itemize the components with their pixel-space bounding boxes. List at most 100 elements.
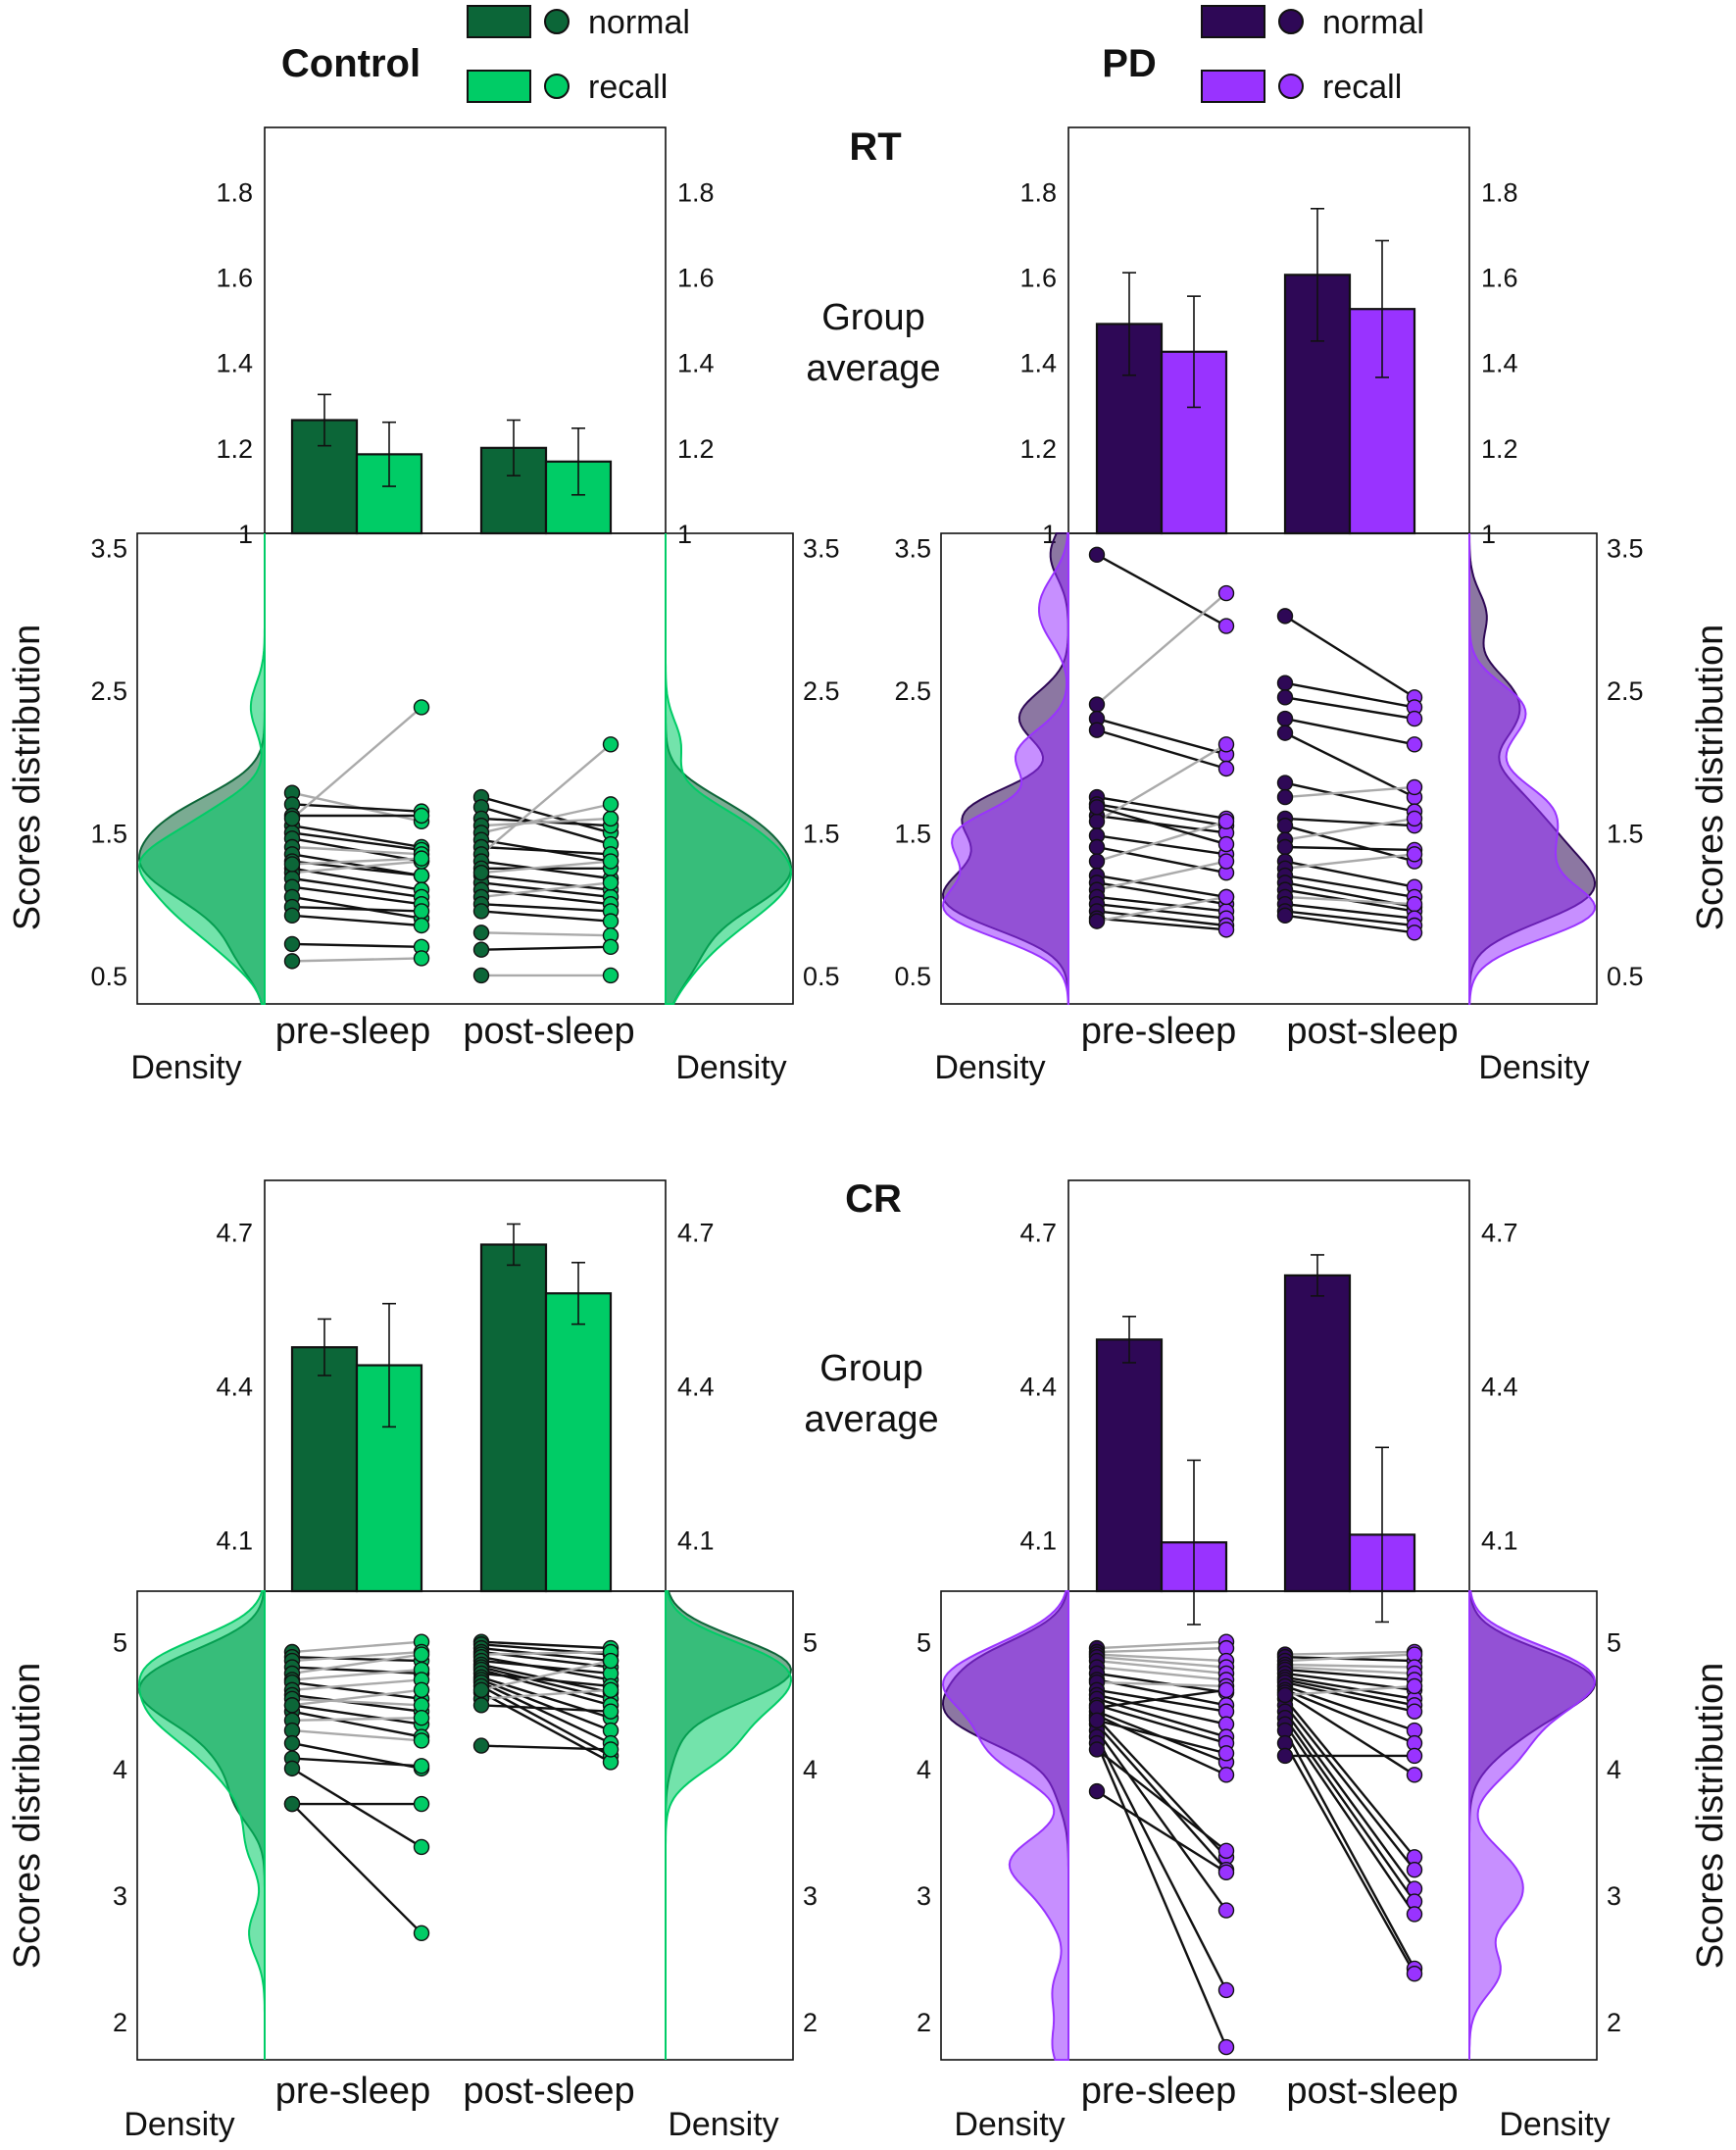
paired-line-rt-control-post-sleep-0 (480, 795, 612, 834)
point-cr-pd-pre-sleep-recall-19 (1217, 2038, 1235, 2056)
density-label-rt-control-right: Density (675, 1049, 786, 1086)
dist-ytick-right-cr-pd: 2 (1607, 2008, 1621, 2037)
point-cr-pd-pre-sleep-recall-23 (1217, 1745, 1235, 1762)
dist-ytick-left-cr-control: 2 (113, 2008, 127, 2037)
paired-line-cr-pd-post-sleep-3 (1284, 1663, 1415, 1669)
bar-ytick-left-cr-control: 4.4 (216, 1373, 253, 1402)
bar-ytick-right-rt-pd: 1.4 (1481, 349, 1518, 378)
paired-line-rt-pd-post-sleep-11 (1284, 853, 1415, 871)
density-curve-cr-pd-post-recall (1468, 1590, 1597, 2060)
legend-marker-control-normal (544, 9, 570, 34)
paired-line-cr-control-post-sleep-18 (480, 1744, 612, 1751)
category-label-rt-pd-post-sleep: post-sleep (1286, 1011, 1458, 1052)
bar-ytick-right-rt-control: 1.6 (677, 264, 715, 293)
point-rt-control-post-sleep-normal-17 (472, 941, 490, 958)
dist-ytick-right-rt-pd: 0.5 (1607, 962, 1644, 991)
bar-ytick-right-cr-pd: 4.1 (1481, 1526, 1518, 1556)
paired-line-cr-pd-post-sleep-1 (1284, 1655, 1415, 1663)
panel-title-rt: RT (849, 125, 901, 169)
point-rt-pd-pre-sleep-normal-18 (1088, 913, 1106, 929)
bar-ytick-left-cr-pd: 4.1 (1019, 1526, 1057, 1556)
paired-line-rt-control-post-sleep-8 (480, 860, 612, 880)
category-label-cr-pd-pre-sleep: pre-sleep (1081, 2071, 1236, 2112)
paired-line-cr-pd-post-sleep-21 (1284, 1684, 1415, 1697)
bar-ytick-right-cr-pd: 4.4 (1481, 1373, 1518, 1402)
dist-ytick-right-rt-pd: 2.5 (1607, 676, 1644, 706)
bar-ytick-left-rt-pd: 1.8 (1019, 177, 1057, 207)
point-cr-control-post-sleep-normal-18 (472, 1737, 490, 1754)
dist-ytick-left-cr-pd: 4 (917, 1755, 931, 1784)
point-cr-pd-post-sleep-recall-12 (1406, 1767, 1423, 1783)
paired-line-cr-pd-post-sleep-18 (1283, 1729, 1416, 1970)
point-rt-pd-pre-sleep-normal-3 (1088, 722, 1106, 738)
paired-line-cr-pd-pre-sleep-22 (1096, 1688, 1227, 1710)
paired-line-rt-control-pre-sleep-16 (291, 942, 422, 949)
dist-frame-rt-pd (940, 532, 1598, 1005)
paired-line-rt-control-pre-sleep-7 (291, 853, 422, 877)
density-label-rt-pd-right: Density (1478, 1049, 1589, 1086)
density-curve-cr-control-pre-recall (137, 1590, 266, 2060)
point-rt-pd-pre-sleep-normal-7 (1088, 813, 1106, 830)
paired-line-cr-pd-pre-sleep-2 (1096, 1653, 1227, 1663)
paired-line-cr-pd-post-sleep-13 (1284, 1698, 1415, 1859)
bar-cr-control-recall-post-sleep (544, 1292, 613, 1593)
point-cr-pd-pre-sleep-recall-14 (1217, 1767, 1235, 1783)
point-cr-control-post-sleep-recall-16 (602, 1681, 620, 1698)
dist-ytick-right-rt-pd: 3.5 (1607, 534, 1644, 564)
paired-line-cr-pd-post-sleep-19 (1283, 1742, 1416, 1975)
dist-ytick-right-cr-control: 2 (803, 2008, 818, 2037)
legend-marker-control-recall (544, 74, 570, 99)
paired-line-cr-pd-pre-sleep-17 (1096, 1729, 1227, 1912)
paired-line-cr-control-pre-sleep-10 (291, 1704, 422, 1725)
point-rt-pd-post-sleep-normal-0 (1276, 608, 1294, 625)
paired-line-rt-pd-post-sleep-15 (1284, 895, 1415, 906)
point-rt-pd-post-sleep-recall-11 (1406, 846, 1423, 863)
point-rt-control-pre-sleep-recall-8 (413, 867, 430, 884)
paired-line-rt-pd-post-sleep-18 (1284, 914, 1415, 934)
paired-line-rt-control-pre-sleep-4 (291, 831, 422, 852)
point-cr-pd-pre-sleep-recall-17 (1217, 1902, 1235, 1919)
bar-ytick-left-rt-pd: 1.2 (1019, 434, 1057, 464)
bar-ytick-left-rt-control: 1 (238, 520, 253, 549)
point-rt-pd-post-sleep-normal-2 (1276, 689, 1294, 706)
category-label-cr-control-pre-sleep: pre-sleep (275, 2071, 430, 2112)
point-rt-control-post-sleep-normal-16 (472, 925, 490, 941)
paired-line-cr-pd-pre-sleep-12 (1096, 1704, 1227, 1745)
density-label-rt-control-left: Density (130, 1049, 241, 1086)
bar-ytick-right-cr-control: 4.7 (677, 1218, 715, 1247)
paired-line-rt-control-pre-sleep-17 (291, 957, 422, 963)
chart-marks: 1 1 1.2 1.2 1.4 1.4 1.6 1.6 1.8 1.8 0.5 0.5 1.5 1.5 2.… (90, 177, 1643, 2112)
density-curve-rt-control-post-recall (665, 533, 793, 1005)
point-rt-pd-pre-sleep-normal-0 (1088, 546, 1106, 564)
point-rt-control-pre-sleep-normal-16 (283, 935, 301, 953)
point-rt-control-pre-sleep-normal-18 (283, 810, 301, 827)
paired-line-rt-pd-pre-sleep-17 (1096, 917, 1227, 931)
paired-line-rt-control-post-sleep-16 (480, 931, 612, 937)
paired-line-cr-control-post-sleep-0 (480, 1640, 612, 1650)
legend-marker-pd-recall (1278, 74, 1304, 99)
paired-line-rt-pd-post-sleep-5 (1284, 781, 1415, 813)
paired-line-rt-pd-post-sleep-12 (1284, 874, 1415, 899)
density-curve-cr-control-post-recall (665, 1590, 793, 2060)
point-cr-control-pre-sleep-recall-16 (413, 1838, 430, 1856)
paired-line-rt-control-post-sleep-10 (480, 874, 612, 891)
dist-frame-rt-control (136, 532, 794, 1005)
dist-ytick-left-rt-control: 2.5 (90, 676, 127, 706)
dist-ytick-right-rt-pd: 1.5 (1607, 819, 1644, 848)
paired-line-rt-pd-pre-sleep-16 (1096, 910, 1227, 927)
paired-line-rt-control-pre-sleep-19 (291, 857, 422, 866)
paired-line-rt-pd-pre-sleep-10 (1096, 820, 1227, 863)
paired-line-rt-pd-pre-sleep-9 (1096, 845, 1227, 875)
paired-line-cr-pd-post-sleep-15 (1284, 1711, 1415, 1890)
paired-line-rt-pd-pre-sleep-8 (1096, 834, 1227, 856)
density-label-cr-pd-left: Density (954, 2106, 1065, 2143)
point-cr-pd-post-sleep-recall-14 (1406, 1862, 1423, 1878)
legend-label-pd-normal: normal (1322, 4, 1424, 41)
paired-line-cr-control-post-sleep-17 (480, 1704, 612, 1713)
paired-line-rt-control-pre-sleep-9 (291, 867, 422, 891)
point-rt-control-post-sleep-recall-15 (602, 913, 620, 929)
paired-line-rt-control-post-sleep-7 (480, 743, 612, 856)
dist-ytick-left-rt-pd: 2.5 (894, 676, 931, 706)
paired-line-rt-control-pre-sleep-10 (291, 860, 422, 875)
error-bar-cr-pd-recall-post-sleep (1375, 1446, 1389, 1624)
